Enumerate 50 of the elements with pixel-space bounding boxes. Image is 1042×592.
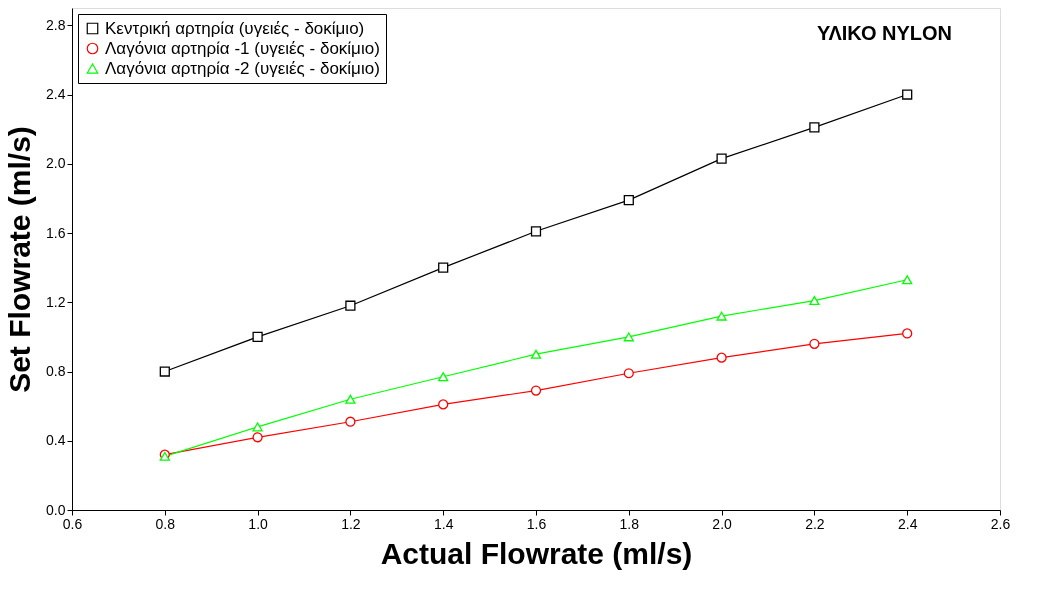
point	[438, 262, 449, 273]
point	[902, 275, 913, 285]
point	[623, 368, 634, 379]
legend-label: Κεντρική αρτηρία (υγειές - δοκίμιο)	[105, 18, 365, 38]
x-tick-label: 0.8	[155, 515, 176, 532]
point	[530, 349, 542, 359]
text: ΥΛΙΚΟ NYLON	[816, 22, 952, 44]
y-tick-label: 0.8	[46, 363, 66, 380]
point	[159, 366, 170, 377]
point	[809, 338, 820, 349]
y-tick-label: 2.0	[46, 155, 66, 172]
x-tick-label: 2.6	[990, 515, 1011, 532]
point	[530, 226, 542, 237]
point	[252, 331, 263, 343]
legend-label: Λαγόνια αρτηρία -1 (υγειές - δοκίμιο)	[105, 38, 380, 58]
y-tick-label: 1.6	[46, 224, 66, 241]
point	[902, 328, 913, 339]
point	[623, 195, 634, 206]
x-tick-label: 1.2	[341, 515, 361, 532]
x-tick-label: 0.6	[62, 515, 83, 532]
x-axis-title: Actual Flowrate (ml/s)	[380, 536, 693, 570]
point	[438, 372, 449, 382]
point	[716, 153, 727, 164]
point	[438, 399, 449, 410]
point	[809, 296, 820, 306]
y-tick-label: 0.0	[46, 501, 66, 518]
legend-label: Λαγόνια αρτηρία -2 (υγειές - δοκίμιο)	[105, 58, 380, 78]
point	[716, 311, 727, 321]
x-tick-label: 1.4	[433, 515, 454, 532]
x-tick-label: 2.0	[712, 515, 733, 532]
point	[716, 352, 727, 363]
x-tick-label: 2.4	[897, 515, 918, 532]
y-tick-label: 2.8	[46, 16, 66, 33]
point	[345, 394, 356, 404]
point	[345, 300, 356, 311]
y-tick-label: 2.4	[46, 86, 66, 103]
point	[623, 332, 634, 342]
y-tick-label: 0.4	[46, 432, 66, 449]
x-tick-label: 1.0	[248, 515, 269, 532]
point	[530, 385, 542, 396]
x-tick-label: 1.8	[619, 515, 640, 532]
x-tick-label: 2.2	[805, 515, 825, 532]
point	[902, 89, 913, 100]
point	[252, 432, 263, 443]
x-tick-label: 1.6	[526, 515, 547, 532]
y-axis-title: Set Flowrate (ml/s)	[3, 126, 37, 393]
point	[809, 122, 820, 133]
point	[345, 416, 356, 427]
y-tick-label: 1.2	[46, 293, 66, 310]
point	[252, 422, 263, 432]
